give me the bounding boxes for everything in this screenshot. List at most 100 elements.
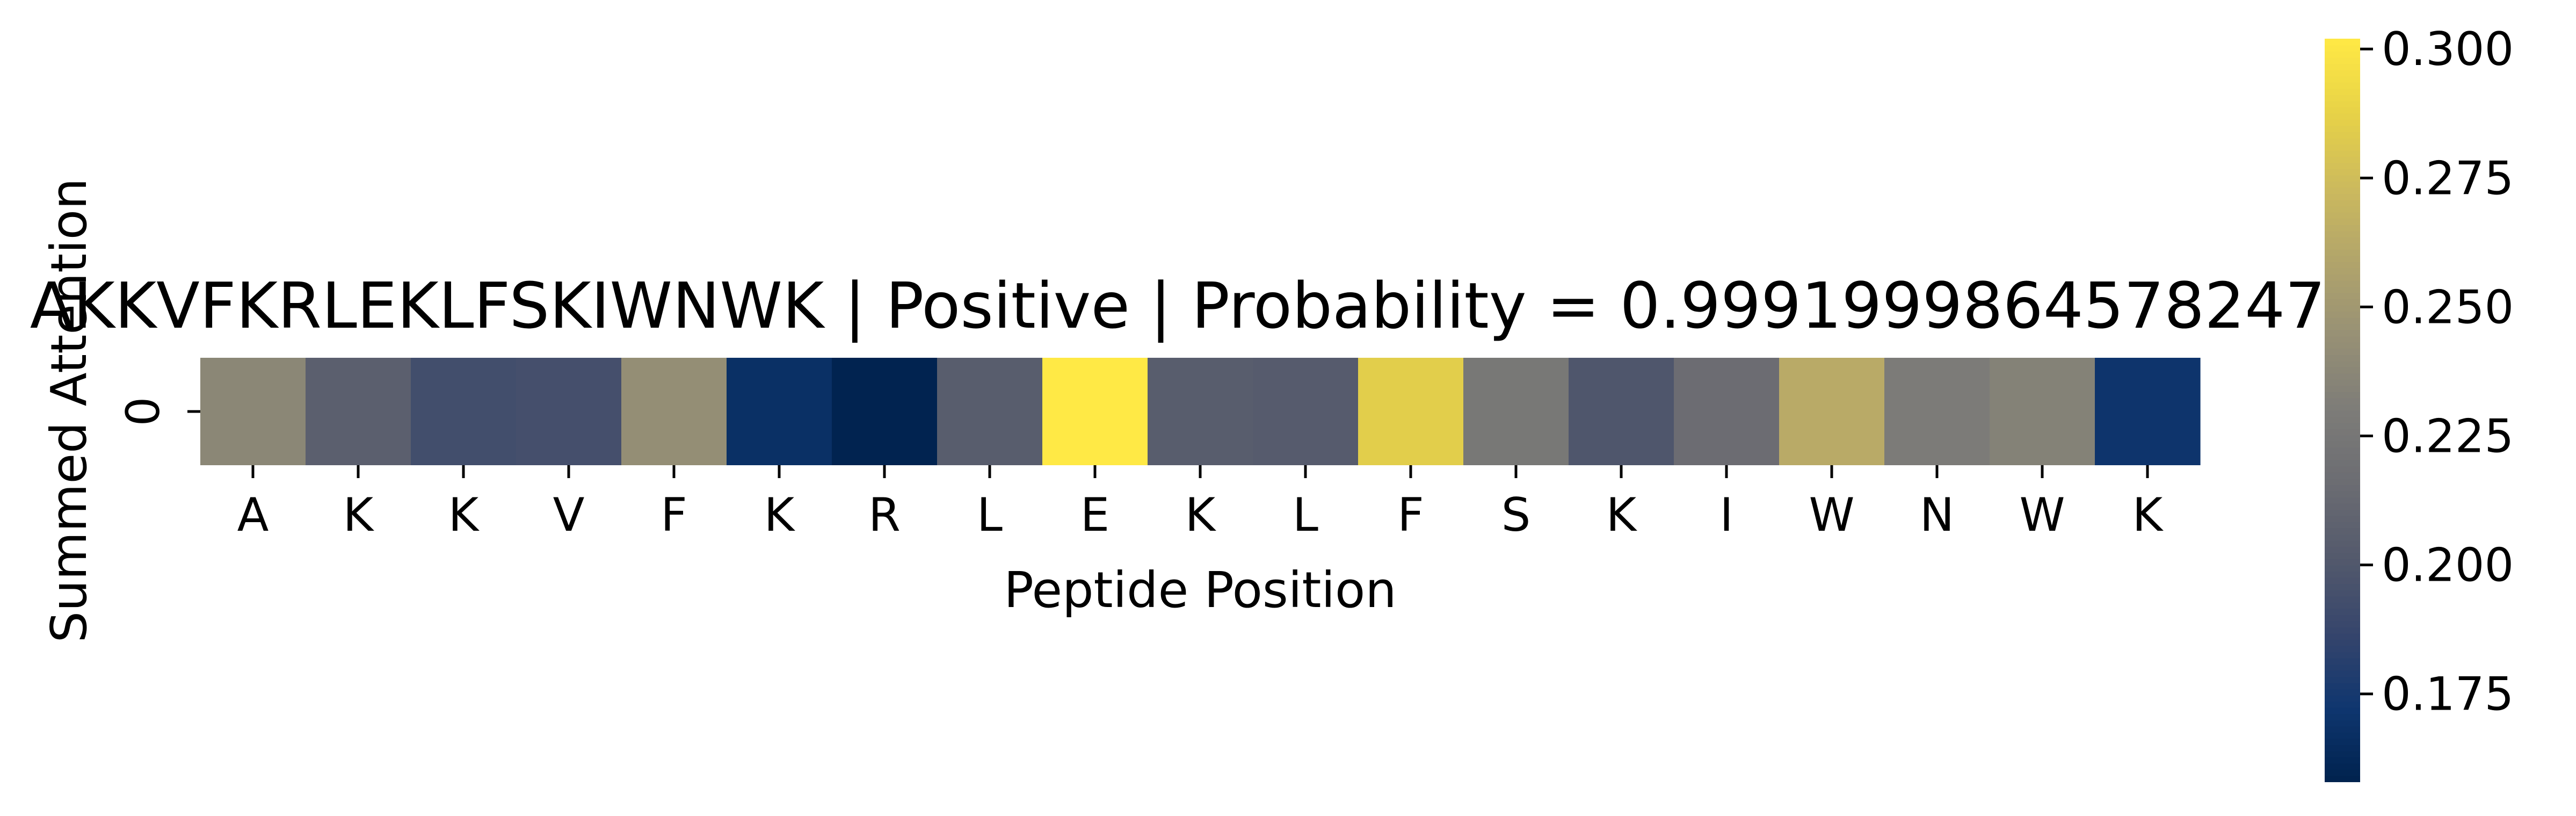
- colorbar-band: [2325, 460, 2360, 467]
- colorbar-band: [2325, 95, 2360, 102]
- colorbar-band: [2325, 670, 2360, 677]
- colorbar-band: [2325, 676, 2360, 683]
- x-tick-label: L: [1293, 488, 1318, 542]
- colorbar-band: [2325, 503, 2360, 510]
- colorbar-band: [2325, 249, 2360, 256]
- colorbar-tick-label: 0.200: [2382, 539, 2514, 593]
- y-tick-label: 0: [117, 397, 170, 427]
- colorbar-band: [2325, 515, 2360, 522]
- colorbar-band: [2325, 51, 2360, 58]
- colorbar-band: [2325, 187, 2360, 194]
- colorbar-band: [2325, 156, 2360, 163]
- colorbar-band: [2325, 286, 2360, 293]
- colorbar-band: [2325, 255, 2360, 262]
- x-axis-label: Peptide Position: [1004, 561, 1396, 619]
- colorbar-band: [2325, 45, 2360, 52]
- colorbar-band: [2325, 620, 2360, 627]
- colorbar-band: [2325, 627, 2360, 634]
- x-tick-label: F: [661, 488, 687, 542]
- heatmap-cell: [1674, 358, 1780, 465]
- colorbar-band: [2325, 212, 2360, 219]
- colorbar-tick-label: 0.225: [2382, 410, 2514, 464]
- colorbar-band: [2325, 243, 2360, 250]
- colorbar-band: [2325, 447, 2360, 454]
- colorbar-band: [2325, 732, 2360, 739]
- colorbar-band: [2325, 745, 2360, 752]
- colorbar-band: [2325, 100, 2360, 107]
- colorbar-band: [2325, 423, 2360, 430]
- colorbar: 0.175 0.200 0.225 0.250 0.275 0.300: [2325, 23, 2514, 782]
- colorbar-band: [2325, 763, 2360, 770]
- colorbar-band: [2325, 615, 2360, 622]
- colorbar-band: [2325, 379, 2360, 386]
- heatmap-cell: [1148, 358, 1253, 465]
- colorbar-band: [2325, 57, 2360, 64]
- heatmap-cell: [1990, 358, 2095, 465]
- colorbar-band: [2325, 385, 2360, 392]
- colorbar-band: [2325, 280, 2360, 287]
- x-tick-label: R: [868, 488, 901, 542]
- colorbar-band: [2325, 546, 2360, 553]
- x-tick-label: F: [1397, 488, 1424, 542]
- colorbar-band: [2325, 70, 2360, 77]
- colorbar-band: [2325, 230, 2360, 237]
- colorbar-band: [2325, 392, 2360, 399]
- colorbar-band: [2325, 169, 2360, 176]
- colorbar-band: [2325, 528, 2360, 535]
- colorbar-band: [2325, 565, 2360, 572]
- colorbar-band: [2325, 342, 2360, 349]
- colorbar-band: [2325, 262, 2360, 269]
- colorbar-band: [2325, 200, 2360, 207]
- colorbar-band: [2325, 181, 2360, 188]
- colorbar-band: [2325, 472, 2360, 479]
- colorbar-tick-label: 0.175: [2382, 668, 2514, 721]
- heatmap-cell: [1569, 358, 1674, 465]
- y-axis: 0: [117, 397, 200, 427]
- heatmap-cell: [1253, 358, 1359, 465]
- heatmap-cell: [1358, 358, 1464, 465]
- colorbar-band: [2325, 478, 2360, 485]
- colorbar-band: [2325, 355, 2360, 362]
- heatmap-cell: [200, 358, 306, 465]
- colorbar-band: [2325, 416, 2360, 423]
- colorbar-band: [2325, 293, 2360, 300]
- colorbar-band: [2325, 410, 2360, 417]
- colorbar-band: [2325, 453, 2360, 460]
- colorbar-band: [2325, 163, 2360, 170]
- x-tick-label: K: [2132, 488, 2164, 542]
- x-tick-label: K: [764, 488, 796, 542]
- colorbar-band: [2325, 429, 2360, 436]
- colorbar-band: [2325, 206, 2360, 213]
- colorbar-band: [2325, 664, 2360, 671]
- colorbar-band: [2325, 701, 2360, 708]
- colorbar-band: [2325, 305, 2360, 312]
- colorbar-band: [2325, 125, 2360, 132]
- colorbar-band: [2325, 225, 2360, 232]
- colorbar-band: [2325, 268, 2360, 275]
- colorbar-band: [2325, 652, 2360, 659]
- heatmap-cell: [306, 358, 411, 465]
- colorbar-band: [2325, 738, 2360, 745]
- colorbar-band: [2325, 138, 2360, 145]
- colorbar-band: [2325, 683, 2360, 690]
- colorbar-band: [2325, 82, 2360, 89]
- chart-title: AKKVFKRLEKLFSKIWNWK | Positive | Probabi…: [30, 269, 2326, 343]
- heatmap-cell: [2095, 358, 2201, 465]
- x-tick-label: V: [553, 488, 585, 542]
- x-tick-label: L: [977, 488, 1003, 542]
- colorbar-band: [2325, 88, 2360, 95]
- x-tick-label: I: [1719, 488, 1733, 542]
- heatmap-cell: [1463, 358, 1569, 465]
- colorbar-band: [2325, 323, 2360, 330]
- x-tick-label: K: [343, 488, 375, 542]
- heatmap-cells: [200, 358, 2201, 465]
- colorbar-band: [2325, 534, 2360, 541]
- colorbar-band: [2325, 398, 2360, 405]
- colorbar-band: [2325, 633, 2360, 640]
- colorbar-band: [2325, 466, 2360, 473]
- colorbar-band: [2325, 132, 2360, 139]
- y-axis-label: Summed Attention: [40, 178, 98, 643]
- colorbar-band: [2325, 639, 2360, 646]
